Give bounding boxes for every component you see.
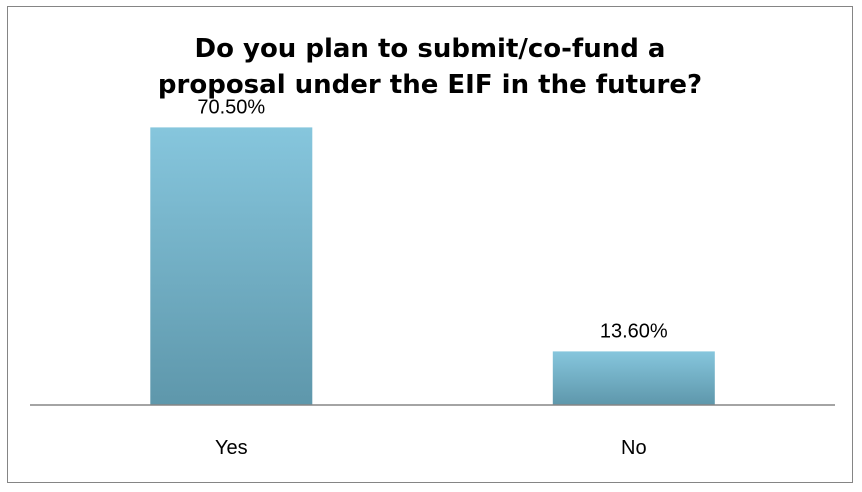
data-label-no: 13.60%	[600, 320, 668, 342]
bar-yes	[150, 127, 313, 406]
chart-title-line-2: proposal under the EIF in the future?	[157, 70, 703, 100]
category-label-no: No	[621, 437, 647, 459]
bars-group	[150, 127, 715, 406]
category-label-yes: Yes	[215, 437, 248, 459]
bar-no	[552, 351, 715, 405]
chart-title: Do you plan to submit/co-fund a proposal…	[8, 31, 852, 103]
chart-title-line-1: Do you plan to submit/co-fund a	[194, 34, 666, 64]
data-label-yes: 70.50%	[197, 96, 265, 118]
chart-frame: Do you plan to submit/co-fund a proposal…	[7, 6, 853, 483]
labels-group: 70.50% Yes 13.60% No	[197, 96, 668, 459]
